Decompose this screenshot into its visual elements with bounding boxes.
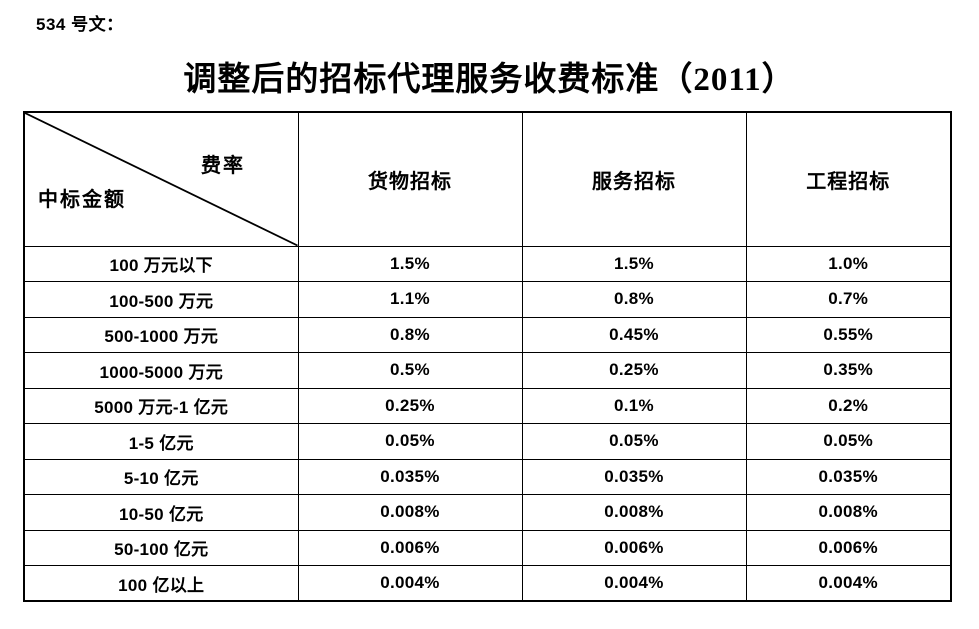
table-row: 5000 万元-1 亿元 0.25% 0.1% 0.2% [23,387,952,424]
table-row: 10-50 亿元 0.008% 0.008% 0.008% [23,494,952,531]
cell-service: 0.1% [521,387,747,424]
cell-service: 1.5% [521,245,747,282]
row-label: 1-5 亿元 [23,423,299,460]
row-label: 10-50 亿元 [23,494,299,531]
cell-engineering: 0.7% [745,281,952,318]
table-row: 1000-5000 万元 0.5% 0.25% 0.35% [23,352,952,389]
cell-goods: 0.5% [297,352,523,389]
row-label: 100 亿以上 [23,565,299,602]
cell-service: 0.035% [521,458,747,495]
cell-service: 0.006% [521,529,747,566]
table-row: 50-100 亿元 0.006% 0.006% 0.006% [23,529,952,566]
row-label: 5-10 亿元 [23,458,299,495]
cell-engineering: 1.0% [745,245,952,282]
row-label: 5000 万元-1 亿元 [23,387,299,424]
cell-goods: 0.006% [297,529,523,566]
corner-label-bid-amount: 中标金额 [38,189,126,211]
row-label: 100-500 万元 [23,281,299,318]
cell-service: 0.25% [521,352,747,389]
cell-engineering: 0.006% [745,529,952,566]
row-label: 50-100 亿元 [23,529,299,566]
cell-engineering: 0.55% [745,316,952,353]
cell-service: 0.008% [521,494,747,531]
diagonal-divider-line [25,113,297,245]
cell-engineering: 0.008% [745,494,952,531]
row-label: 1000-5000 万元 [23,352,299,389]
column-header-goods-bidding: 货物招标 [297,111,523,247]
cell-goods: 1.5% [297,245,523,282]
cell-goods: 0.004% [297,565,523,602]
cell-service: 0.05% [521,423,747,460]
cell-goods: 0.8% [297,316,523,353]
cell-goods: 0.008% [297,494,523,531]
corner-label-rate: 费率 [201,155,245,177]
cell-goods: 0.035% [297,458,523,495]
cell-service: 0.8% [521,281,747,318]
cell-engineering: 0.035% [745,458,952,495]
cell-engineering: 0.05% [745,423,952,460]
cell-engineering: 0.35% [745,352,952,389]
column-header-engineering-bidding: 工程招标 [745,111,952,247]
table-row: 100 亿以上 0.004% 0.004% 0.004% [23,565,952,602]
cell-goods: 0.05% [297,423,523,460]
corner-header-cell: 费率 中标金额 [23,111,299,247]
table-row: 100 万元以下 1.5% 1.5% 1.0% [23,245,952,282]
table-body: 100 万元以下 1.5% 1.5% 1.0% 100-500 万元 1.1% … [23,245,952,602]
table-row: 100-500 万元 1.1% 0.8% 0.7% [23,281,952,318]
table-row: 1-5 亿元 0.05% 0.05% 0.05% [23,423,952,460]
table-row: 500-1000 万元 0.8% 0.45% 0.55% [23,316,952,353]
doc-number-label: 534 号文： [36,15,124,34]
cell-goods: 1.1% [297,281,523,318]
header-row: 费率 中标金额 货物招标 服务招标 工程招标 [23,111,952,247]
cell-service: 0.45% [521,316,747,353]
table-row: 5-10 亿元 0.035% 0.035% 0.035% [23,458,952,495]
cell-engineering: 0.2% [745,387,952,424]
cell-goods: 0.25% [297,387,523,424]
cell-service: 0.004% [521,565,747,602]
row-label: 100 万元以下 [23,245,299,282]
cell-engineering: 0.004% [745,565,952,602]
page-title: 调整后的招标代理服务收费标准（2011） [183,62,796,98]
row-label: 500-1000 万元 [23,316,299,353]
column-header-service-bidding: 服务招标 [521,111,747,247]
fee-rate-table: 费率 中标金额 货物招标 服务招标 工程招标 100 万元以下 1.5% 1.5… [23,111,952,602]
